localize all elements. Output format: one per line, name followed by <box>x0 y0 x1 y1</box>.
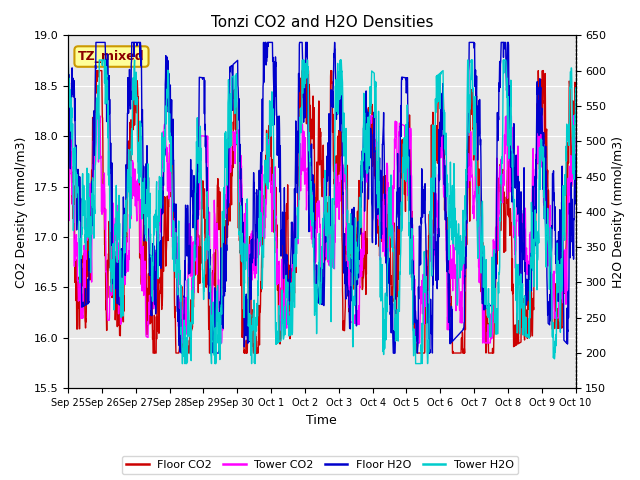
Tower CO2 <box>298 157 306 163</box>
Floor CO2 <box>572 89 579 95</box>
Tower H2O <box>298 94 306 99</box>
Tower H2O <box>179 361 186 367</box>
Tower CO2 <box>64 140 72 145</box>
Legend: Floor CO2, Tower CO2, Floor H2O, Tower H2O: Floor CO2, Tower CO2, Floor H2O, Tower H… <box>122 456 518 474</box>
Title: Tonzi CO2 and H2O Densities: Tonzi CO2 and H2O Densities <box>211 15 433 30</box>
Floor H2O <box>298 39 306 45</box>
Tower H2O <box>572 85 579 91</box>
Text: TZ_mixed: TZ_mixed <box>78 50 145 63</box>
Tower H2O <box>90 198 98 204</box>
Floor H2O <box>557 238 565 244</box>
Line: Floor H2O: Floor H2O <box>68 42 575 353</box>
Floor CO2 <box>465 154 472 160</box>
Floor CO2 <box>149 350 157 356</box>
Floor CO2 <box>312 195 319 201</box>
Y-axis label: CO2 Density (mmol/m3): CO2 Density (mmol/m3) <box>15 136 28 288</box>
Tower CO2 <box>67 113 74 119</box>
Floor CO2 <box>90 130 98 136</box>
Tower H2O <box>64 63 72 69</box>
Floor H2O <box>64 57 72 62</box>
Y-axis label: H2O Density (mmol/m3): H2O Density (mmol/m3) <box>612 136 625 288</box>
Floor CO2 <box>92 68 100 73</box>
Tower CO2 <box>90 167 98 172</box>
Tower H2O <box>557 256 565 262</box>
Floor H2O <box>90 118 98 124</box>
Floor CO2 <box>557 323 565 329</box>
Tower CO2 <box>175 340 183 346</box>
Tower H2O <box>65 57 72 63</box>
Tower CO2 <box>572 169 579 175</box>
Floor CO2 <box>557 325 565 331</box>
Tower H2O <box>465 66 472 72</box>
Floor H2O <box>557 248 565 253</box>
Floor H2O <box>177 350 185 356</box>
Tower H2O <box>312 308 319 314</box>
Floor CO2 <box>298 69 306 74</box>
Floor H2O <box>312 297 319 303</box>
Floor CO2 <box>64 70 72 76</box>
Line: Tower CO2: Tower CO2 <box>68 116 575 343</box>
Tower CO2 <box>557 267 565 273</box>
Floor H2O <box>572 201 579 206</box>
Line: Floor CO2: Floor CO2 <box>68 71 575 353</box>
X-axis label: Time: Time <box>307 414 337 427</box>
Line: Tower H2O: Tower H2O <box>68 60 575 364</box>
Tower H2O <box>557 288 565 293</box>
Tower CO2 <box>557 279 565 285</box>
Floor H2O <box>465 122 472 128</box>
Floor H2O <box>92 39 100 45</box>
Tower CO2 <box>312 236 319 241</box>
Tower CO2 <box>465 184 472 190</box>
